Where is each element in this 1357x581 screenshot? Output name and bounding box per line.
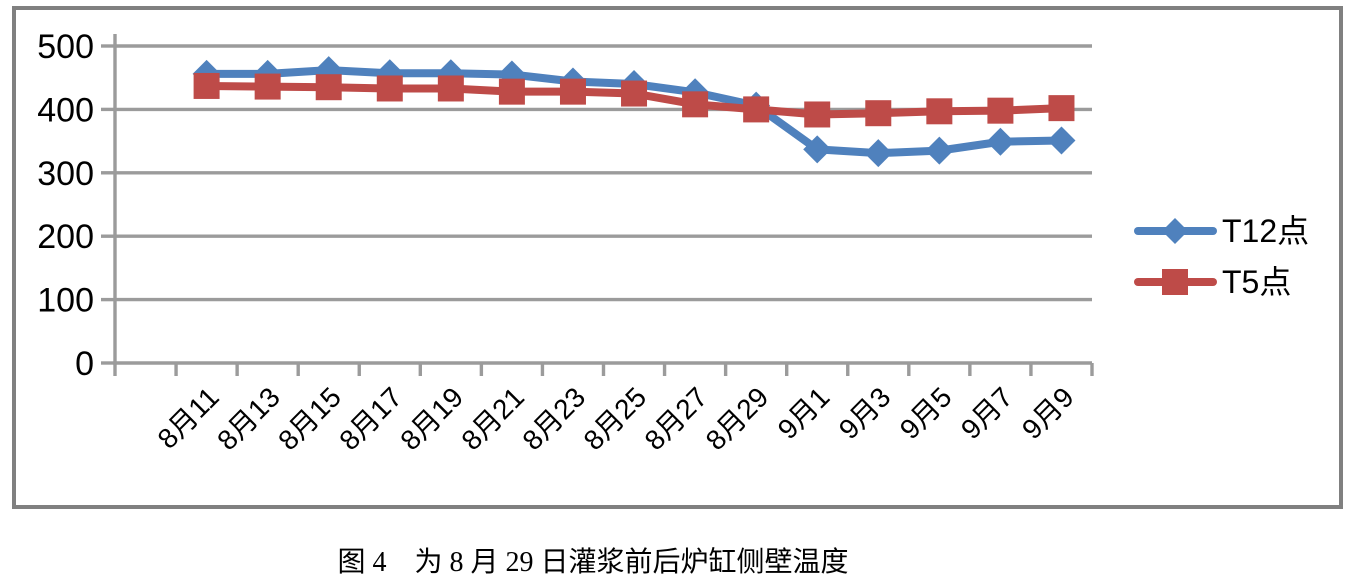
square-marker: [987, 97, 1014, 124]
square-marker: [926, 98, 953, 125]
diamond-marker: [986, 127, 1015, 156]
diamond-marker: [925, 136, 954, 165]
y-axis-label: 300: [37, 155, 94, 193]
square-marker: [376, 75, 403, 102]
y-axis-label: 500: [37, 28, 94, 66]
figure-caption: 图 4 为 8 月 29 日灌浆前后炉缸侧壁温度: [337, 547, 849, 578]
diamond-marker: [864, 139, 893, 168]
square-marker: [682, 91, 709, 118]
square-marker: [804, 101, 831, 128]
square-marker: [743, 96, 770, 123]
legend-label: T12点: [1222, 213, 1309, 249]
square-marker: [437, 75, 464, 102]
square-marker: [559, 78, 586, 105]
square-marker: [865, 100, 892, 127]
square-marker: [254, 73, 281, 100]
y-axis-label: 400: [37, 91, 94, 129]
y-axis-label: 200: [37, 218, 94, 256]
diamond-marker: [1047, 126, 1076, 155]
square-marker: [621, 80, 648, 107]
square-marker: [193, 72, 220, 99]
diamond-marker: [803, 135, 832, 164]
legend-label: T5点: [1222, 264, 1291, 300]
legend-square-marker: [1162, 269, 1188, 295]
legend-diamond-marker: [1162, 218, 1188, 244]
square-marker: [1048, 95, 1075, 122]
y-axis-label: 0: [75, 345, 94, 383]
square-marker: [498, 78, 525, 105]
square-marker: [315, 74, 342, 101]
y-axis-label: 100: [37, 282, 94, 320]
